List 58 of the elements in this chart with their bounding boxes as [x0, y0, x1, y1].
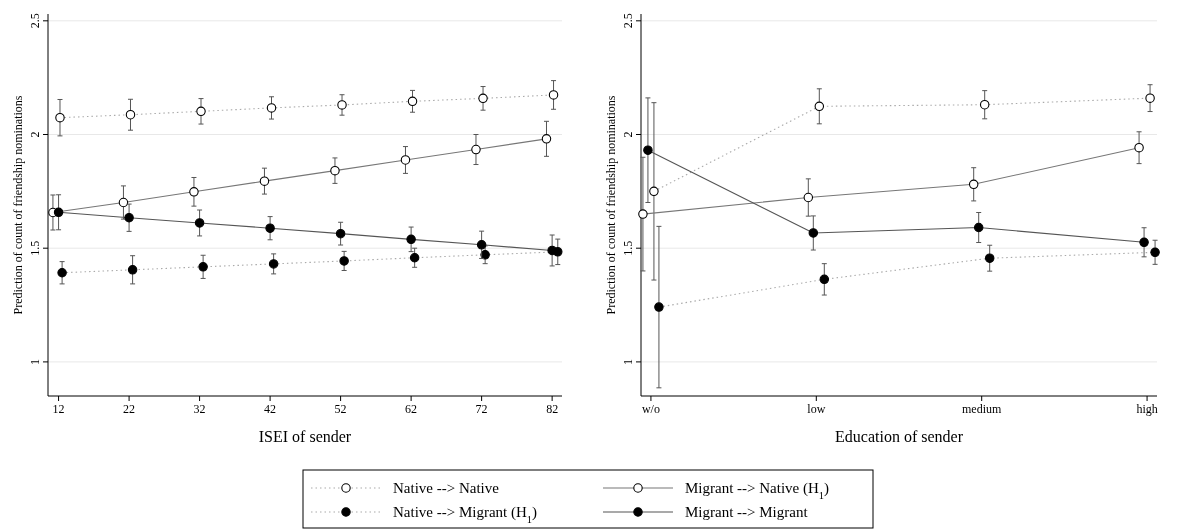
- y-tick-label: 2.5: [621, 13, 635, 29]
- y-tick-label: 2.5: [28, 13, 42, 29]
- y-axis-title: Prediction of count of friendship nominations: [11, 95, 25, 315]
- x-tick-label: medium: [962, 402, 1003, 416]
- point: [337, 100, 347, 110]
- point: [330, 165, 340, 176]
- point: [547, 245, 557, 256]
- legend-label: Native --> Migrant (H$_{1}$): [393, 504, 538, 525]
- point: [124, 212, 134, 223]
- point: [265, 223, 275, 233]
- y-tick-label: 2: [28, 131, 42, 138]
- x-tick-label: 72: [475, 402, 488, 416]
- x-axis-title: ISEI of sender: [258, 428, 352, 445]
- point: [480, 250, 490, 260]
- y-tick-label: 1.5: [28, 240, 42, 256]
- x-tick-label: w/o: [641, 402, 660, 416]
- point: [125, 109, 136, 120]
- legend-label: Migrant --> Migrant: [685, 504, 809, 520]
- x-tick-label: 22: [123, 402, 136, 416]
- point: [541, 134, 552, 144]
- y-tick-label: 1: [28, 358, 42, 365]
- legend-label: Native --> Native: [393, 480, 500, 496]
- x-tick-label: 32: [193, 402, 206, 416]
- point: [55, 112, 65, 123]
- x-tick-label: low: [807, 402, 826, 416]
- point: [189, 187, 199, 197]
- x-axis-title: Education of sender: [835, 428, 964, 445]
- point: [268, 259, 279, 269]
- point: [198, 262, 208, 272]
- point: [548, 90, 559, 100]
- y-tick-label: 1.5: [621, 240, 635, 256]
- point: [53, 207, 64, 218]
- point: [57, 268, 67, 278]
- y-axis-title: Prediction of count of friendship nominations: [604, 95, 618, 315]
- point: [127, 265, 138, 275]
- point: [118, 197, 129, 208]
- x-tick-label: 62: [405, 402, 418, 416]
- x-tick-label: 82: [546, 402, 559, 416]
- point: [196, 106, 206, 117]
- point: [476, 240, 487, 250]
- x-tick-label: 42: [264, 402, 277, 416]
- point: [478, 93, 488, 104]
- point: [471, 144, 481, 155]
- point: [194, 218, 205, 228]
- y-tick-label: 1: [621, 358, 635, 365]
- x-tick-label: 12: [52, 402, 65, 416]
- point: [409, 253, 420, 263]
- legend-label: Migrant --> Native (H$_{1}$): [685, 480, 830, 501]
- point: [407, 96, 418, 107]
- point: [339, 256, 349, 266]
- y-tick-label: 2: [621, 131, 635, 138]
- point: [406, 234, 416, 245]
- point: [259, 176, 270, 186]
- point: [266, 103, 277, 113]
- point: [400, 155, 411, 165]
- x-tick-label: 52: [334, 402, 347, 416]
- point: [335, 228, 346, 239]
- x-tick-label: high: [1136, 402, 1158, 416]
